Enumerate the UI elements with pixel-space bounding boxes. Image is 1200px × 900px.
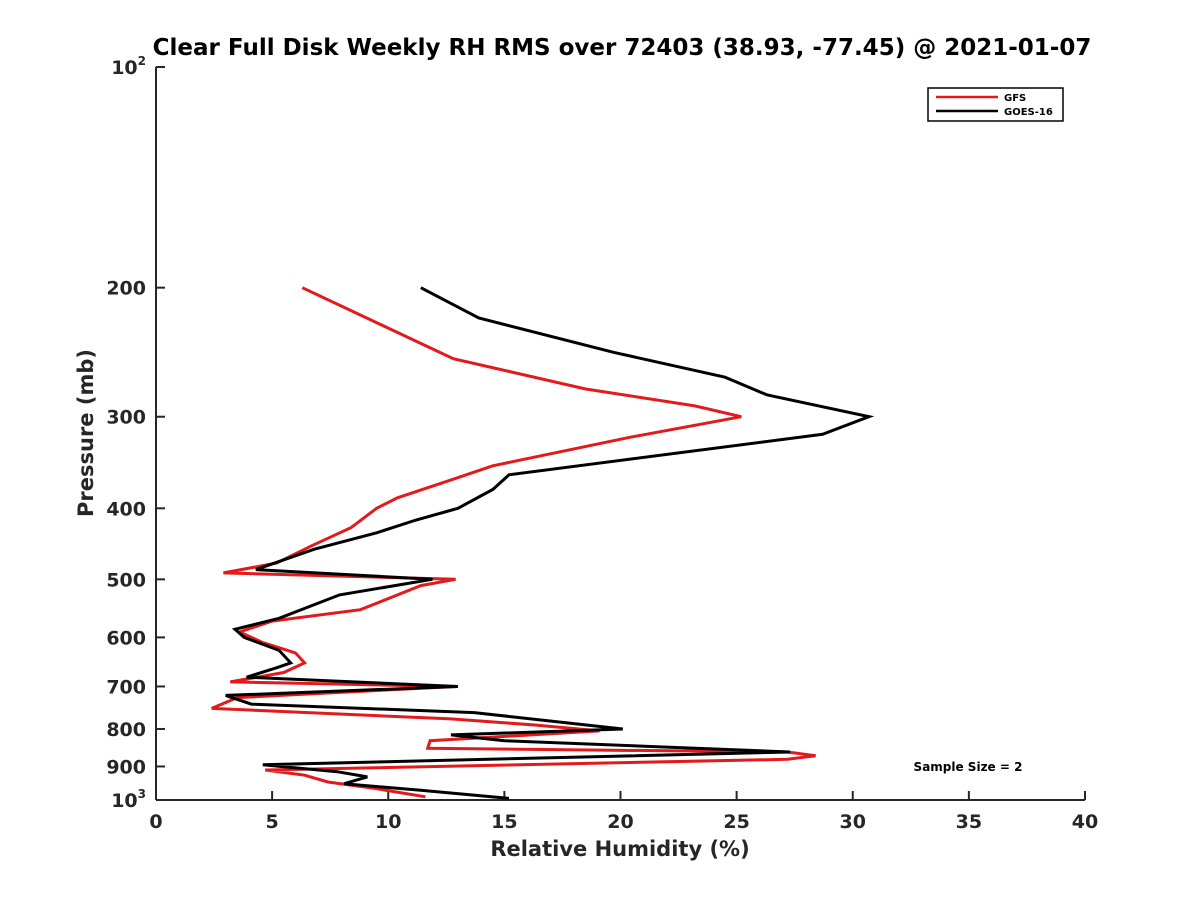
legend-box — [927, 87, 1064, 122]
x-tick-label: 5 — [266, 811, 279, 833]
y-tick-base: 10 — [111, 57, 137, 79]
y-axis-label: Pressure (mb) — [74, 349, 98, 517]
y-tick-label: 900 — [106, 756, 146, 778]
legend: GFS GOES-16 — [927, 87, 1064, 122]
x-tick-label: 20 — [607, 811, 633, 833]
y-tick-label: 400 — [106, 498, 146, 520]
y-tick-base: 10 — [111, 790, 137, 812]
x-tick-label: 40 — [1072, 811, 1098, 833]
x-tick-label: 25 — [723, 811, 749, 833]
y-tick-exponent: 3 — [138, 787, 146, 801]
legend-label-goes-16: GOES-16 — [1004, 107, 1053, 118]
y-tick-label: 500 — [106, 569, 146, 591]
axes — [155, 67, 1085, 801]
y-tick-label: 600 — [106, 627, 146, 649]
sample-size-annotation: Sample Size = 2 — [914, 760, 1023, 774]
y-tick-label: 102 — [111, 54, 146, 79]
y-tick-label: 700 — [106, 676, 146, 698]
x-tick-label: 0 — [149, 811, 162, 833]
x-axis-label: Relative Humidity (%) — [490, 837, 749, 861]
series-line-gfs — [211, 286, 816, 799]
y-tick-label: 103 — [111, 787, 146, 812]
series-line-goes-16 — [225, 286, 875, 800]
chart-title: Clear Full Disk Weekly RH RMS over 72403… — [153, 35, 1092, 61]
x-tick-label: 10 — [375, 811, 401, 833]
y-tick-label: 300 — [106, 407, 146, 429]
y-tick-exponent: 2 — [138, 54, 146, 68]
series-layer — [211, 286, 875, 800]
x-tick-label: 15 — [491, 811, 517, 833]
y-tick-label: 800 — [106, 719, 146, 741]
y-tick-label: 200 — [106, 278, 146, 300]
x-axis-ticks: 0 5 10 15 20 25 30 35 40 — [149, 791, 1098, 833]
x-tick-label: 35 — [956, 811, 982, 833]
x-tick-label: 30 — [840, 811, 866, 833]
legend-label-gfs: GFS — [1004, 93, 1026, 104]
